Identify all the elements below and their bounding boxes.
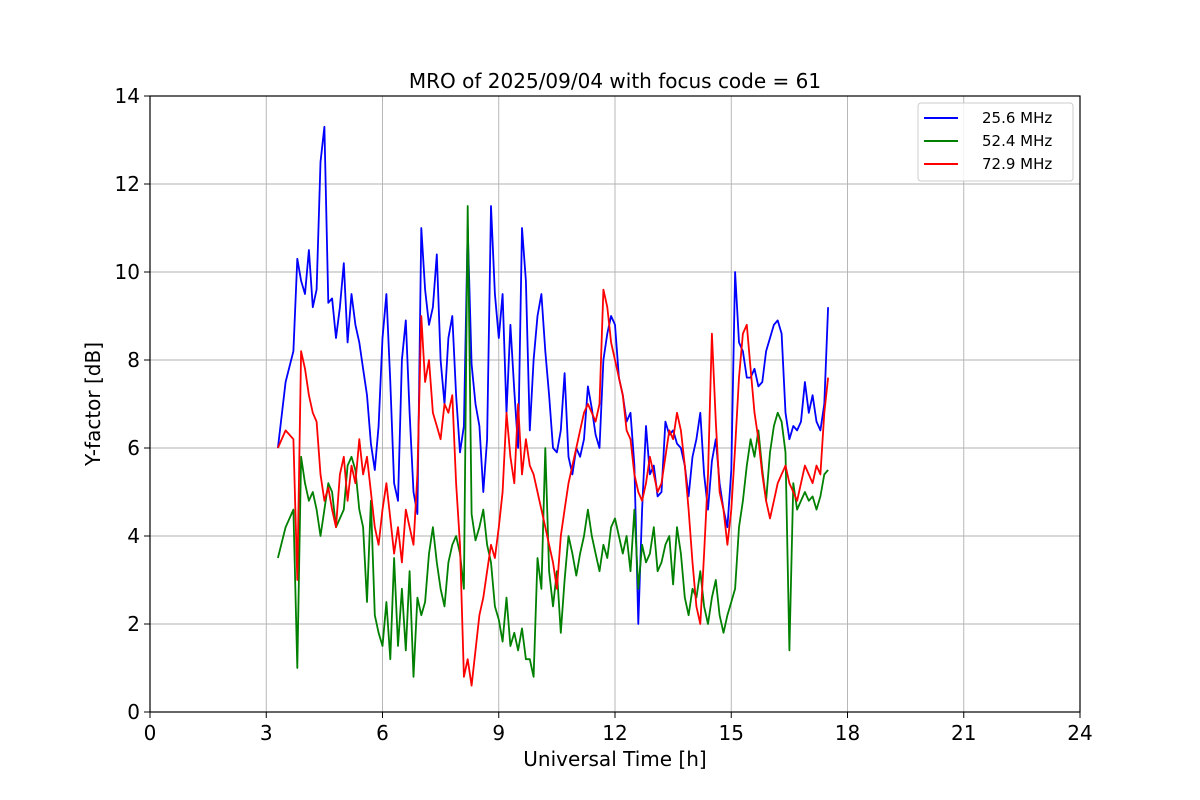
chart-title: MRO of 2025/09/04 with focus code = 61 [409, 69, 821, 93]
y-tick-label: 12 [115, 172, 140, 196]
x-tick-label: 15 [719, 721, 744, 745]
series-line-3 [277, 288, 829, 687]
y-tick-label: 14 [115, 84, 140, 108]
y-tick-label: 2 [127, 612, 140, 636]
x-tick-label: 24 [1067, 721, 1092, 745]
y-tick-label: 8 [127, 348, 140, 372]
series-group [277, 125, 829, 687]
series-line-1 [277, 125, 829, 625]
x-tick-label: 0 [144, 721, 157, 745]
x-tick-label: 18 [835, 721, 860, 745]
y-tick-label: 10 [115, 260, 140, 284]
x-axis-label: Universal Time [h] [523, 747, 706, 771]
y-tick-label: 0 [127, 700, 140, 724]
legend-box [917, 102, 1074, 182]
x-tick-label: 12 [602, 721, 627, 745]
y-tick-label: 6 [127, 436, 140, 460]
x-tick-label: 6 [376, 721, 389, 745]
y-tick-label: 4 [127, 524, 140, 548]
legend-label: 52.4 MHz [982, 132, 1052, 150]
series-line-2 [277, 205, 829, 678]
x-tick-label: 3 [260, 721, 273, 745]
x-tick-label: 9 [492, 721, 505, 745]
legend-label: 25.6 MHz [982, 109, 1052, 127]
y-axis-label: Y-factor [dB] [81, 342, 105, 467]
legend-label: 72.9 MHz [982, 155, 1052, 173]
x-tick-label: 21 [951, 721, 976, 745]
legend: 25.6 MHz 52.4 MHz 72.9 MHz [917, 102, 1074, 182]
